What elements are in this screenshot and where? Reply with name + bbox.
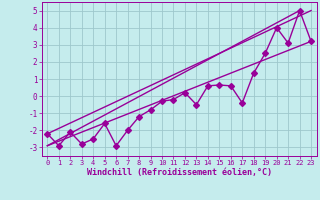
X-axis label: Windchill (Refroidissement éolien,°C): Windchill (Refroidissement éolien,°C) [87, 168, 272, 177]
